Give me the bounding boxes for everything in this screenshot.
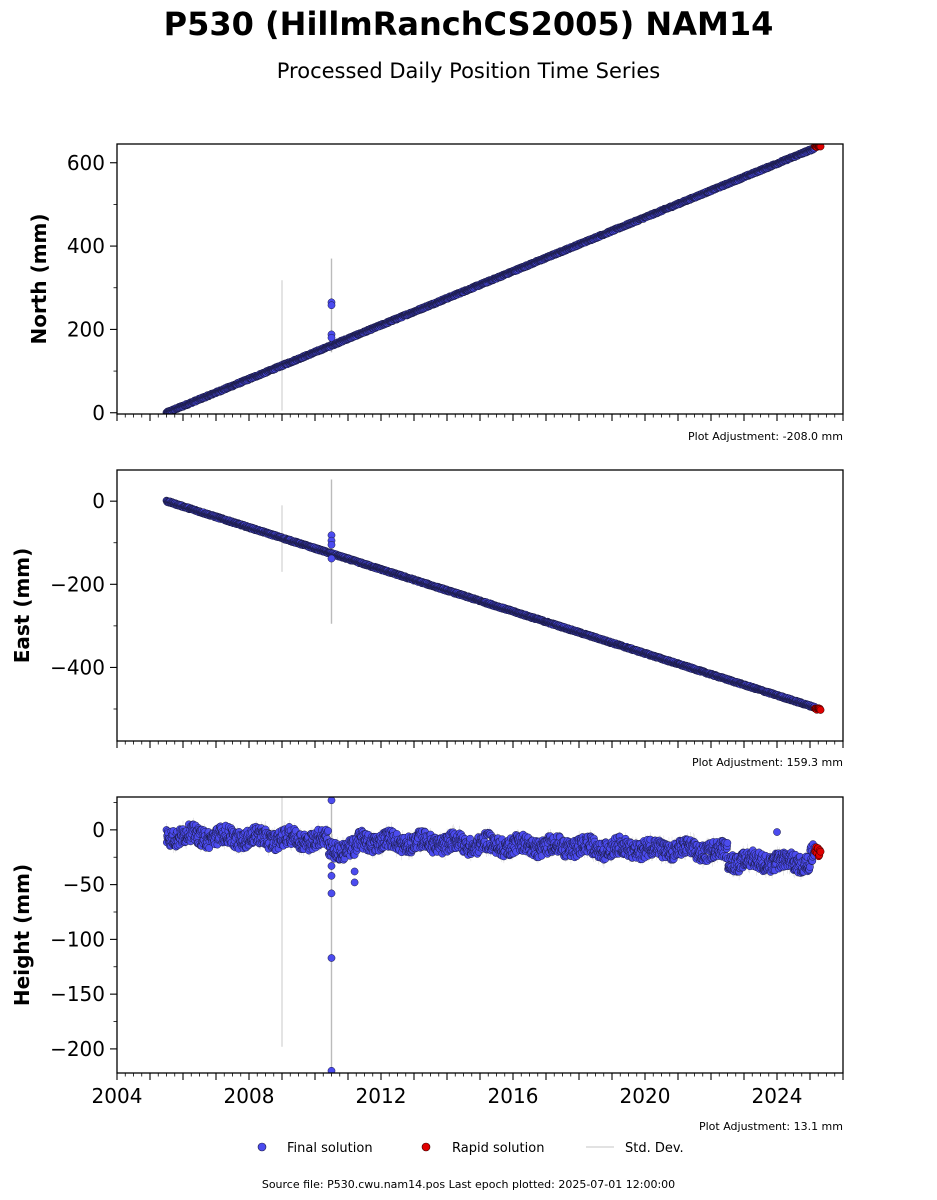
y-axis-label: East (mm)	[10, 548, 34, 664]
y-tick-label: 0	[92, 489, 105, 513]
y-tick-label: −400	[50, 655, 105, 679]
figure-title: P530 (HillmRanchCS2005) NAM14	[164, 5, 774, 43]
y-axis-label: North (mm)	[27, 213, 51, 344]
final-point	[324, 826, 332, 835]
y-tick-label: 200	[67, 317, 105, 341]
y-tick-label: 0	[92, 401, 105, 425]
panel-east: 0 −200 −400 East (mm)	[10, 469, 844, 748]
rapid-point	[816, 144, 825, 151]
panel-north: 0 200 400 600 North (mm)	[27, 143, 844, 425]
outlier-point	[327, 333, 336, 342]
plot-area-height	[162, 797, 825, 1073]
panel-height: 2004 2008 2012 2016 2020 20240−50−100−150−200…	[10, 796, 844, 1108]
rapid-point	[816, 706, 825, 714]
outlier-point	[327, 540, 336, 549]
figure-subtitle: Processed Daily Position Time Series	[277, 59, 661, 83]
outlier-point	[327, 301, 336, 310]
y-tick-label: −200	[50, 572, 105, 596]
axes-frame	[116, 469, 844, 742]
plot-area-east	[162, 479, 825, 714]
y-tick-label: 400	[67, 234, 105, 258]
outlier-point	[327, 554, 336, 563]
plot-area-north	[162, 144, 825, 414]
y-tick-label: 600	[67, 151, 105, 175]
